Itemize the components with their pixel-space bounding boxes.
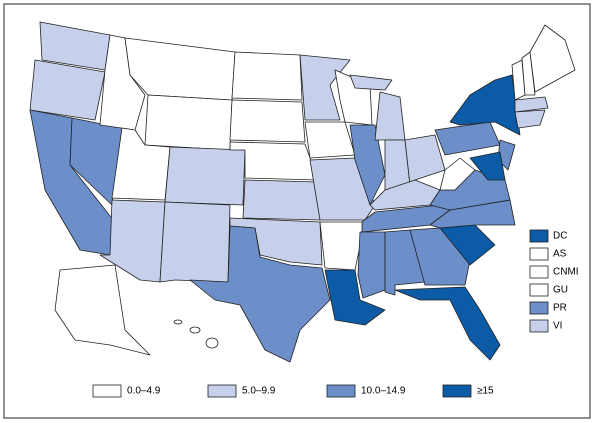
legend-swatch xyxy=(92,384,122,398)
territory-label: PR xyxy=(553,303,567,314)
legend-swatch xyxy=(207,384,237,398)
state xyxy=(205,337,219,349)
state xyxy=(173,319,183,325)
state xyxy=(514,109,546,129)
legend-swatch xyxy=(326,384,356,398)
state xyxy=(29,59,106,121)
legend-label: 10.0–14.9 xyxy=(361,386,406,397)
state xyxy=(309,157,376,221)
legend: 0.0–4.9 5.0–9.9 10.0–14.9 ≥15 xyxy=(92,384,494,398)
territory-box xyxy=(529,247,549,261)
state xyxy=(521,51,536,96)
legend-label: 0.0–4.9 xyxy=(127,386,161,397)
state xyxy=(439,157,476,191)
legend-label: 5.0–9.9 xyxy=(242,386,276,397)
territory-box xyxy=(529,319,549,333)
state xyxy=(189,326,201,334)
territory-label: AS xyxy=(553,249,567,260)
territory-label: DC xyxy=(553,231,567,242)
state xyxy=(242,179,321,221)
state xyxy=(144,94,233,151)
states xyxy=(29,21,576,363)
legend-swatch xyxy=(442,384,472,398)
state xyxy=(349,124,386,206)
state xyxy=(374,91,406,141)
territory-box xyxy=(529,265,549,279)
territory-legend: DC AS CNMI GU PR VI xyxy=(529,229,579,333)
state xyxy=(189,225,331,363)
state xyxy=(469,151,506,181)
state xyxy=(514,96,549,113)
legend-label: ≥15 xyxy=(477,386,494,397)
state xyxy=(529,24,576,93)
territory-label: GU xyxy=(553,285,568,296)
state xyxy=(54,264,151,356)
state xyxy=(404,134,446,186)
state xyxy=(394,286,501,361)
state xyxy=(159,201,231,283)
state xyxy=(324,269,386,326)
state xyxy=(229,99,306,143)
state xyxy=(164,146,246,206)
territory-box xyxy=(529,283,549,297)
territory-box xyxy=(529,301,549,315)
state xyxy=(349,74,393,91)
state xyxy=(357,231,386,299)
state xyxy=(231,51,303,101)
territory-label: CNMI xyxy=(553,267,579,278)
state xyxy=(409,227,471,286)
state xyxy=(229,141,319,181)
territory-box xyxy=(529,229,549,243)
territory-label: VI xyxy=(553,321,562,332)
